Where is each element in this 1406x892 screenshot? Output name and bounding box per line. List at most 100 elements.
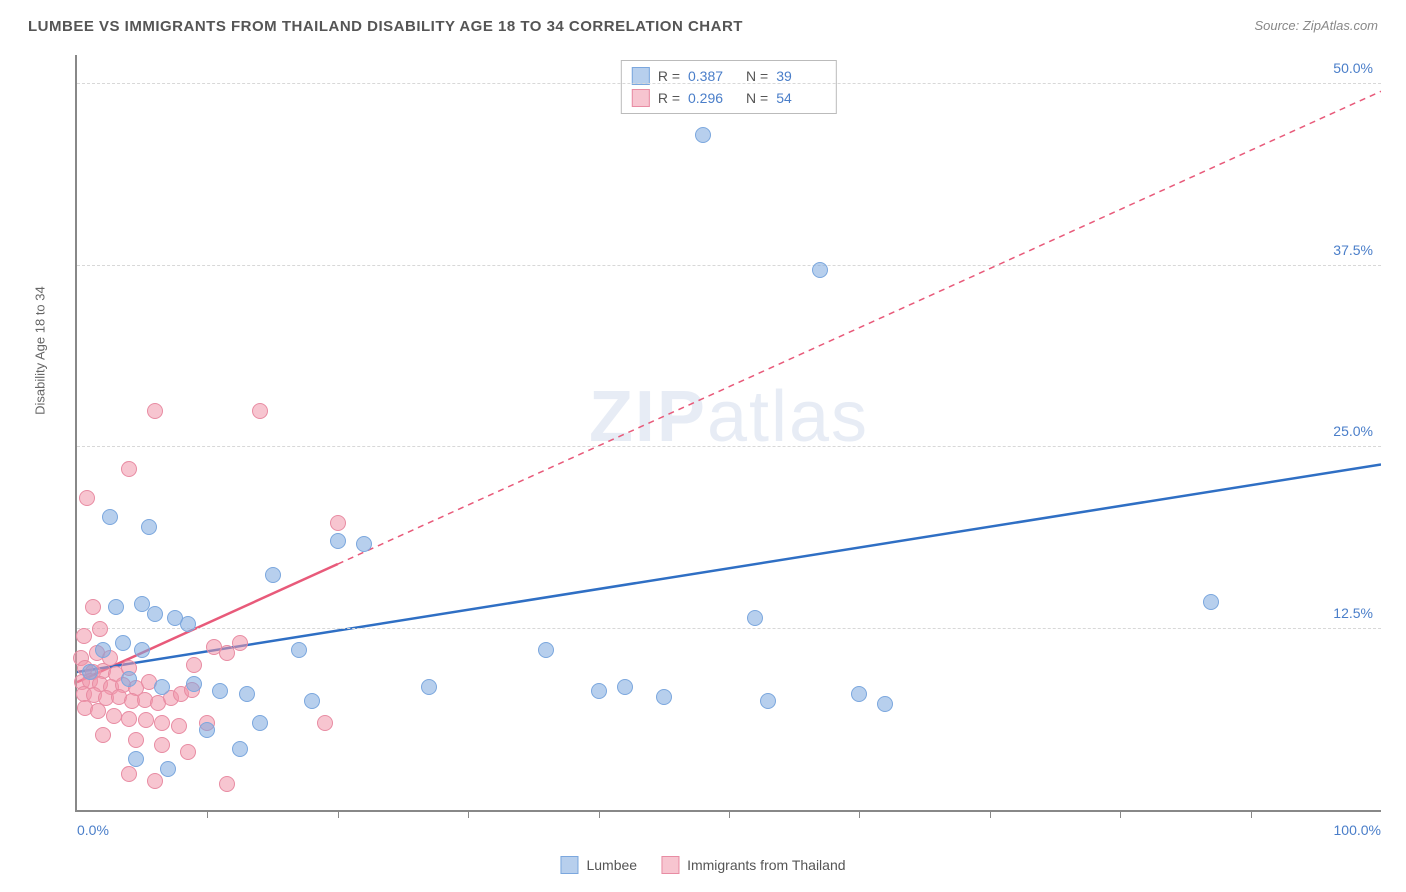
point-series2 <box>95 727 111 743</box>
legend-item-series1: Lumbee <box>560 856 637 874</box>
point-series1 <box>186 676 202 692</box>
point-series2 <box>171 718 187 734</box>
plot-region: ZIPatlas R = 0.387 N = 39 R = 0.296 N = … <box>75 55 1381 812</box>
gridline-h <box>77 628 1381 629</box>
point-series2 <box>138 712 154 728</box>
point-series1 <box>265 567 281 583</box>
swatch-series2 <box>632 89 650 107</box>
point-series1 <box>877 696 893 712</box>
ytick-label: 37.5% <box>1333 242 1373 258</box>
ytick-label: 25.0% <box>1333 423 1373 439</box>
xtick <box>338 810 339 818</box>
n-value-series2: 54 <box>776 90 826 106</box>
xtick-label: 100.0% <box>1334 822 1381 838</box>
gridline-h <box>77 83 1381 84</box>
xtick <box>990 810 991 818</box>
swatch-series1 <box>560 856 578 874</box>
xtick-label: 0.0% <box>77 822 109 838</box>
xtick <box>1251 810 1252 818</box>
point-series2 <box>147 403 163 419</box>
r-label: R = <box>658 90 680 106</box>
ytick-label: 50.0% <box>1333 60 1373 76</box>
point-series2 <box>90 703 106 719</box>
legend-label-series2: Immigrants from Thailand <box>687 857 845 873</box>
point-series2 <box>121 461 137 477</box>
legend-label-series1: Lumbee <box>586 857 637 873</box>
point-series1 <box>851 686 867 702</box>
point-series2 <box>128 732 144 748</box>
point-series1 <box>421 679 437 695</box>
stats-legend: R = 0.387 N = 39 R = 0.296 N = 54 <box>621 60 837 114</box>
point-series1 <box>102 509 118 525</box>
point-series2 <box>252 403 268 419</box>
n-value-series1: 39 <box>776 68 826 84</box>
stats-row-series2: R = 0.296 N = 54 <box>632 87 826 109</box>
point-series1 <box>656 689 672 705</box>
chart-area: Disability Age 18 to 34 ZIPatlas R = 0.3… <box>50 55 1381 837</box>
point-series1 <box>1203 594 1219 610</box>
point-series1 <box>128 751 144 767</box>
r-value-series1: 0.387 <box>688 68 738 84</box>
point-series2 <box>76 628 92 644</box>
point-series1 <box>695 127 711 143</box>
ytick-label: 12.5% <box>1333 605 1373 621</box>
xtick <box>729 810 730 818</box>
point-series2 <box>186 657 202 673</box>
xtick <box>468 810 469 818</box>
point-series1 <box>232 741 248 757</box>
point-series1 <box>291 642 307 658</box>
source-attribution: Source: ZipAtlas.com <box>1254 18 1378 33</box>
point-series2 <box>219 776 235 792</box>
bottom-legend: Lumbee Immigrants from Thailand <box>560 856 845 874</box>
point-series1 <box>134 642 150 658</box>
xtick <box>859 810 860 818</box>
point-series1 <box>180 616 196 632</box>
point-series1 <box>617 679 633 695</box>
point-series1 <box>304 693 320 709</box>
point-series1 <box>591 683 607 699</box>
point-series1 <box>747 610 763 626</box>
chart-header: LUMBEE VS IMMIGRANTS FROM THAILAND DISAB… <box>0 0 1406 47</box>
r-label: R = <box>658 68 680 84</box>
swatch-series2 <box>661 856 679 874</box>
n-label: N = <box>746 90 768 106</box>
point-series2 <box>317 715 333 731</box>
trend-lines <box>77 55 1381 810</box>
xtick <box>207 810 208 818</box>
point-series1 <box>121 671 137 687</box>
point-series1 <box>212 683 228 699</box>
point-series2 <box>121 766 137 782</box>
point-series1 <box>199 722 215 738</box>
point-series2 <box>232 635 248 651</box>
yaxis-label: Disability Age 18 to 34 <box>33 286 48 415</box>
point-series1 <box>95 642 111 658</box>
r-value-series2: 0.296 <box>688 90 738 106</box>
point-series2 <box>85 599 101 615</box>
point-series2 <box>330 515 346 531</box>
point-series2 <box>154 737 170 753</box>
chart-title: LUMBEE VS IMMIGRANTS FROM THAILAND DISAB… <box>28 18 743 35</box>
point-series1 <box>82 664 98 680</box>
gridline-h <box>77 265 1381 266</box>
point-series1 <box>115 635 131 651</box>
point-series1 <box>760 693 776 709</box>
point-series1 <box>252 715 268 731</box>
point-series2 <box>147 773 163 789</box>
point-series1 <box>330 533 346 549</box>
point-series1 <box>239 686 255 702</box>
xtick <box>1120 810 1121 818</box>
point-series1 <box>538 642 554 658</box>
point-series1 <box>141 519 157 535</box>
point-series2 <box>121 711 137 727</box>
gridline-h <box>77 446 1381 447</box>
point-series1 <box>147 606 163 622</box>
xtick <box>599 810 600 818</box>
point-series2 <box>106 708 122 724</box>
point-series1 <box>160 761 176 777</box>
point-series2 <box>180 744 196 760</box>
point-series2 <box>92 621 108 637</box>
point-series1 <box>108 599 124 615</box>
point-series1 <box>154 679 170 695</box>
point-series1 <box>812 262 828 278</box>
point-series2 <box>79 490 95 506</box>
